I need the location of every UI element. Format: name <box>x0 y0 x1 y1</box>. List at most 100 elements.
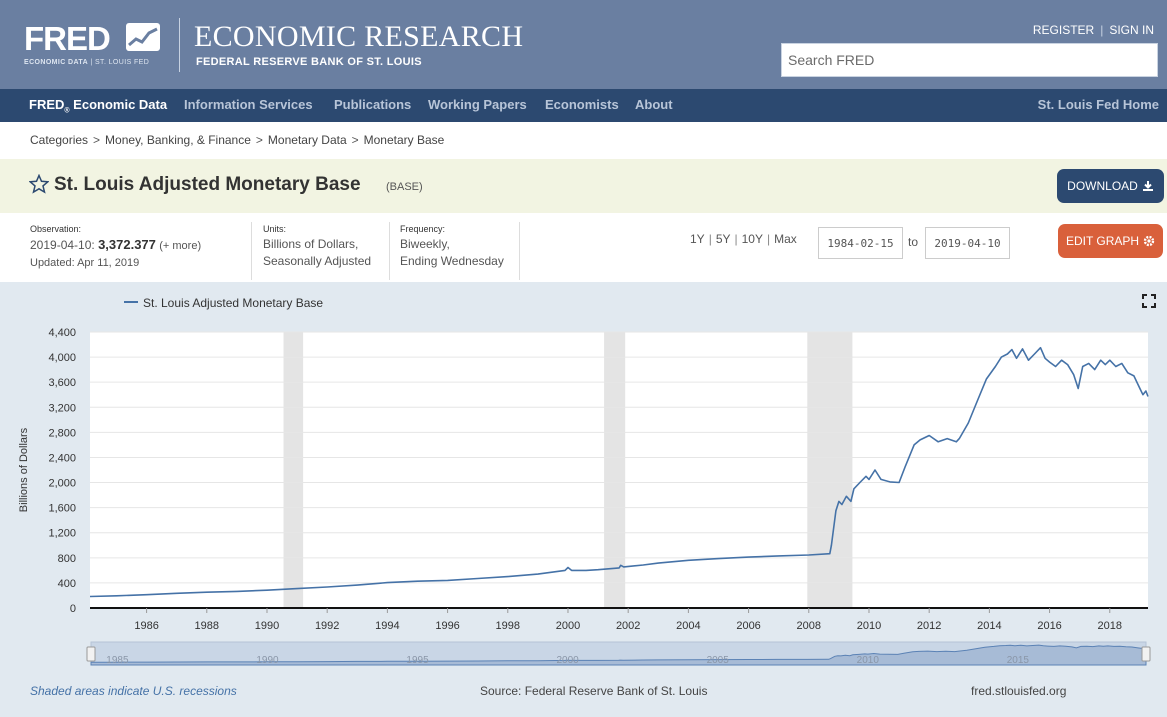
legend-label[interactable]: St. Louis Adjusted Monetary Base <box>143 296 324 310</box>
header-divider <box>179 18 180 72</box>
line-chart[interactable]: 0 400 800 1,200 1,600 2,000 2,400 2,800 3,200 3,6… <box>0 282 1167 717</box>
sign-in-link[interactable]: SIGN IN <box>1109 23 1154 37</box>
y-tick-label: 400 <box>58 578 76 590</box>
breadcrumb-item[interactable]: Monetary Data <box>267 133 347 147</box>
source-note: Source: Federal Reserve Bank of St. Loui… <box>480 684 708 698</box>
nav-about[interactable]: About <box>635 97 673 112</box>
y-tick-label: 0 <box>70 603 76 615</box>
navigator-tick-label: 2015 <box>1007 655 1030 666</box>
breadcrumb-separator: > <box>93 133 101 147</box>
download-button[interactable]: DOWNLOAD <box>1057 169 1164 203</box>
breadcrumb-separator: > <box>255 133 263 147</box>
edit-graph-button-label: EDIT GRAPH <box>1065 234 1140 248</box>
start-date-input[interactable] <box>818 227 903 259</box>
account-separator: | <box>1100 23 1104 37</box>
meta-divider <box>519 222 520 280</box>
navigator-tick-label: 1985 <box>106 655 129 666</box>
observation-date: 2019-04-10: <box>30 238 95 252</box>
recession-band <box>807 332 853 608</box>
navigator-tick-label: 1995 <box>406 655 429 666</box>
y-tick-label: 3,600 <box>48 377 76 389</box>
units-line: Billions of Dollars, <box>263 237 359 251</box>
units-line: Seasonally Adjusted <box>263 254 372 268</box>
updated-date: Updated: Apr 11, 2019 <box>30 257 140 269</box>
nav-economists[interactable]: Economists <box>545 97 619 112</box>
series-line <box>89 346 1149 598</box>
observation-value: 3,372.377 <box>98 237 156 252</box>
units-values: Billions of Dollars, Seasonally Adjusted <box>263 236 371 270</box>
x-tick-label: 2002 <box>616 620 640 632</box>
x-tick-label: 2012 <box>917 620 941 632</box>
x-tick-label: 1992 <box>315 620 339 632</box>
y-tick-label: 2,400 <box>48 452 76 464</box>
legend-swatch <box>124 301 138 303</box>
account-links: REGISTER | SIGN IN <box>1033 23 1154 37</box>
federal-reserve-subtitle: FEDERAL RESERVE BANK OF ST. LOUIS <box>196 56 422 68</box>
x-tick-label: 2006 <box>736 620 760 632</box>
observation-more-link[interactable]: (+ more) <box>159 240 202 252</box>
download-icon <box>1142 181 1153 191</box>
y-tick-label: 4,400 <box>48 327 76 339</box>
range-max[interactable]: Max <box>774 232 797 246</box>
y-tick-label: 3,200 <box>48 402 76 414</box>
x-tick-label: 2016 <box>1037 620 1061 632</box>
nav-publications[interactable]: Publications <box>334 97 412 112</box>
x-tick-label: 2000 <box>556 620 580 632</box>
end-date-input[interactable] <box>925 227 1010 259</box>
series-title-band: St. Louis Adjusted Monetary Base (BASE) <box>0 159 1167 213</box>
recession-note[interactable]: Shaded areas indicate U.S. recessions <box>30 684 237 698</box>
range-10y[interactable]: 10Y <box>741 232 763 246</box>
breadcrumb: Categories > Money, Banking, & Finance > Mon… <box>30 133 444 147</box>
observation-block: Observation: 2019-04-10: 3,372.377 (+ mo… <box>30 213 250 282</box>
range-separator: | <box>708 232 712 246</box>
meta-divider <box>251 222 252 280</box>
to-label: to <box>908 235 919 249</box>
nav-information-services[interactable]: Information Services <box>184 97 313 112</box>
edit-graph-button[interactable]: EDIT GRAPH <box>1058 224 1163 258</box>
range-5y[interactable]: 5Y <box>715 232 731 246</box>
fullscreen-icon[interactable] <box>1142 294 1156 308</box>
y-tick-label: 1,600 <box>48 503 76 515</box>
register-link[interactable]: REGISTER <box>1032 23 1095 37</box>
nav-st-louis-fed-home[interactable]: St. Louis Fed Home <box>1037 97 1159 112</box>
x-tick-label: 2018 <box>1098 620 1122 632</box>
logo-graph-icon <box>126 23 160 51</box>
navigator-tick-label: 2010 <box>857 655 880 666</box>
recession-band <box>604 332 626 608</box>
x-tick-label: 1994 <box>375 620 399 632</box>
economic-research-title[interactable]: ECONOMIC RESEARCH <box>194 20 524 53</box>
breadcrumb-item[interactable]: Monetary Base <box>363 133 445 147</box>
observation-values: 2019-04-10: 3,372.377 (+ more) Updated: … <box>30 236 201 272</box>
breadcrumb-item[interactable]: Categories <box>30 133 89 147</box>
gear-icon <box>1143 235 1155 247</box>
breadcrumb-item[interactable]: Money, Banking, & Finance <box>105 133 251 147</box>
y-tick-label: 800 <box>58 553 76 565</box>
units-block: Units: Billions of Dollars, Seasonally A… <box>263 213 388 282</box>
frequency-label: Frequency: <box>400 224 446 234</box>
nav-fred-economic-data[interactable]: FRED® Economic Data <box>29 97 168 115</box>
navigator-handle[interactable] <box>86 646 96 662</box>
frequency-values: Biweekly, Ending Wednesday <box>400 236 504 270</box>
star-icon[interactable] <box>29 174 49 194</box>
recession-band <box>283 332 304 608</box>
navigator-handle[interactable] <box>1141 646 1151 662</box>
range-1y[interactable]: 1Y <box>690 232 705 246</box>
x-tick-label: 2004 <box>676 620 700 632</box>
site-header: FRED ECONOMIC DATA | ST. LOUIS FED ECONO… <box>0 0 1167 89</box>
x-tick-label: 1986 <box>134 620 158 632</box>
site-url[interactable]: fred.stlouisfed.org <box>971 684 1067 698</box>
fred-logo[interactable]: FRED ECONOMIC DATA | ST. LOUIS FED <box>24 20 164 70</box>
x-tick-label: 2010 <box>857 620 881 632</box>
range-selector: 1Y | 5Y | 10Y | Max <box>690 232 797 246</box>
y-axis-title: Billions of Dollars <box>18 427 30 512</box>
meta-divider <box>389 222 390 280</box>
frequency-line: Biweekly, <box>400 237 450 251</box>
range-separator: | <box>766 232 771 246</box>
series-id: (BASE) <box>386 181 423 193</box>
search-input[interactable] <box>781 43 1158 77</box>
navigator-tick-label: 2000 <box>557 655 580 666</box>
series-title: St. Louis Adjusted Monetary Base <box>54 174 361 195</box>
x-tick-label: 2008 <box>797 620 821 632</box>
nav-working-papers[interactable]: Working Papers <box>428 97 527 112</box>
x-tick-label: 1990 <box>255 620 279 632</box>
